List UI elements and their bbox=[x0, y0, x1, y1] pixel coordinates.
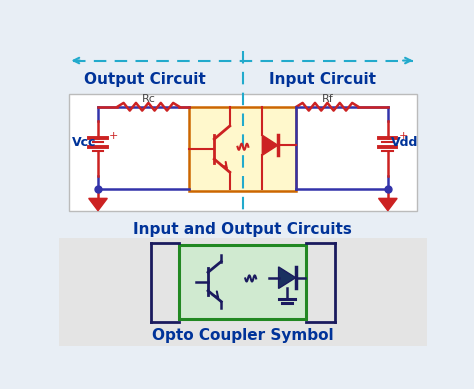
Bar bbox=[59, 238, 427, 346]
Text: +: + bbox=[109, 131, 118, 141]
Bar bbox=[59, 47, 427, 231]
Text: Input and Output Circuits: Input and Output Circuits bbox=[134, 223, 352, 237]
Text: Opto Coupler Symbol: Opto Coupler Symbol bbox=[152, 328, 334, 343]
Bar bbox=[179, 245, 307, 319]
Text: Input Circuit: Input Circuit bbox=[269, 72, 376, 86]
Polygon shape bbox=[89, 198, 107, 211]
Text: +: + bbox=[399, 131, 408, 141]
Bar bbox=[69, 95, 417, 212]
Text: Output Circuit: Output Circuit bbox=[83, 72, 205, 86]
Text: Rf: Rf bbox=[321, 94, 333, 104]
Polygon shape bbox=[279, 267, 296, 289]
Text: Vdd: Vdd bbox=[391, 137, 419, 149]
Text: Rc: Rc bbox=[141, 94, 155, 104]
Text: Vcc: Vcc bbox=[72, 137, 96, 149]
Polygon shape bbox=[379, 198, 397, 211]
Bar bbox=[190, 107, 296, 191]
Polygon shape bbox=[262, 135, 278, 155]
